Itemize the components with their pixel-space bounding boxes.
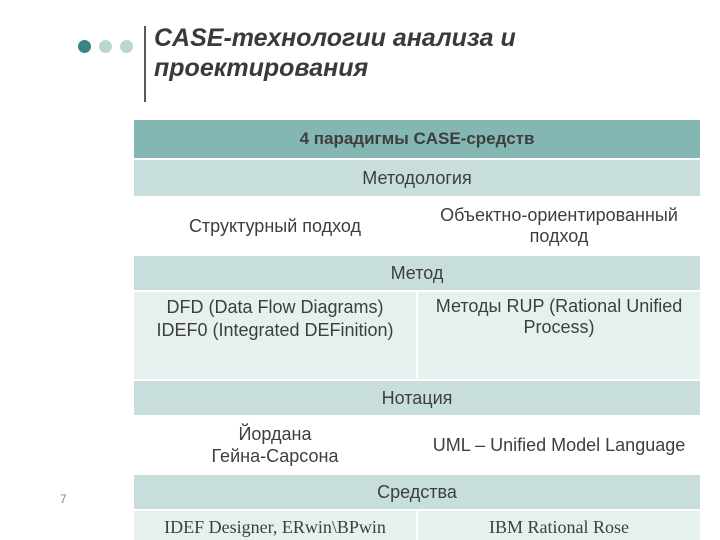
slide: CASE-технологии анализа и проектирования…	[0, 0, 720, 540]
table-cell: Объектно-ориентированный подход	[417, 197, 700, 255]
dot-icon	[99, 40, 112, 53]
table-cell: DFD (Data Flow Diagrams)IDEF0 (Integrate…	[134, 291, 417, 380]
table-section-cell: Средства	[134, 474, 700, 510]
table-section-row: Нотация	[134, 380, 700, 416]
table-cell: IDEF Designer, ERwin\BPwin	[134, 510, 417, 540]
table-row: ЙорданаГейна-СарсонаUML – Unified Model …	[134, 416, 700, 474]
decorative-dots	[78, 40, 133, 53]
table-cell: Структурный подход	[134, 197, 417, 255]
table-header-row: 4 парадигмы CASE-средств	[134, 120, 700, 159]
table-cell: IBM Rational Rose	[417, 510, 700, 540]
table-section-row: Средства	[134, 474, 700, 510]
table-section-cell: Метод	[134, 255, 700, 291]
dot-icon	[120, 40, 133, 53]
table-section-row: Методология	[134, 159, 700, 197]
dot-icon	[78, 40, 91, 53]
table-header-cell: 4 парадигмы CASE-средств	[134, 120, 700, 159]
table-section-row: Метод	[134, 255, 700, 291]
table-row: Структурный подходОбъектно-ориентированн…	[134, 197, 700, 255]
case-table: 4 парадигмы CASE-средствМетодологияСтрук…	[134, 120, 700, 540]
table-section-cell: Методология	[134, 159, 700, 197]
table-body: 4 парадигмы CASE-средствМетодологияСтрук…	[134, 120, 700, 540]
table-row: DFD (Data Flow Diagrams)IDEF0 (Integrate…	[134, 291, 700, 380]
table-cell: ЙорданаГейна-Сарсона	[134, 416, 417, 474]
table-row: IDEF Designer, ERwin\BPwinIBM Rational R…	[134, 510, 700, 540]
table-cell: Методы RUP (Rational Unified Process)	[417, 291, 700, 380]
table-section-cell: Нотация	[134, 380, 700, 416]
page-number: 7	[60, 492, 67, 506]
vertical-rule	[144, 26, 146, 102]
page-title: CASE-технологии анализа и проектирования	[154, 24, 684, 83]
table: 4 парадигмы CASE-средствМетодологияСтрук…	[134, 120, 700, 540]
table-cell: UML – Unified Model Language	[417, 416, 700, 474]
